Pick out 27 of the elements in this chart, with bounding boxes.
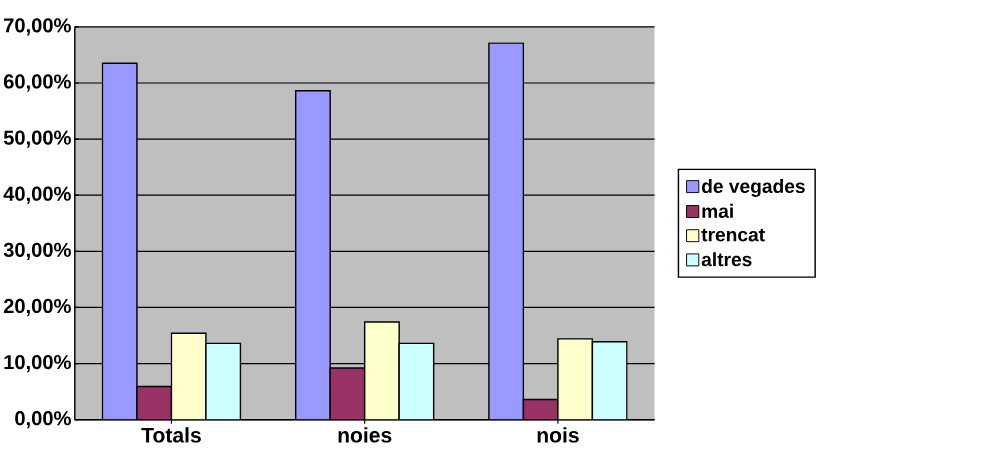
y-tick-label: 60,00% [3, 74, 71, 92]
bar [557, 338, 594, 420]
bar [295, 90, 331, 420]
legend-label: de vegades [701, 179, 805, 198]
y-tick-label: 20,00% [3, 299, 71, 317]
legend-label: altres [701, 252, 752, 267]
y-tick-label: 30,00% [3, 242, 71, 261]
bar [364, 322, 400, 420]
bar [205, 343, 241, 420]
bar [399, 343, 434, 420]
y-tick-label: 40,00% [3, 186, 71, 204]
y-tick-label: 50,00% [3, 130, 71, 148]
bar [102, 63, 137, 420]
bar [591, 341, 628, 420]
legend-label: mai [702, 204, 733, 219]
y-tick-label: 0,00% [15, 411, 71, 429]
y-tick-label: 70,00% [4, 18, 71, 36]
x-tick-label: Totals [141, 427, 201, 443]
bar [171, 333, 206, 420]
bar [522, 398, 559, 420]
x-tick-label: noies [338, 427, 392, 443]
bar [136, 386, 172, 420]
legend-label: trencat [701, 228, 765, 242]
x-tick-label: nois [537, 427, 579, 443]
bar [330, 368, 365, 420]
bar [488, 42, 525, 420]
y-tick-label: 10,00% [4, 355, 71, 373]
